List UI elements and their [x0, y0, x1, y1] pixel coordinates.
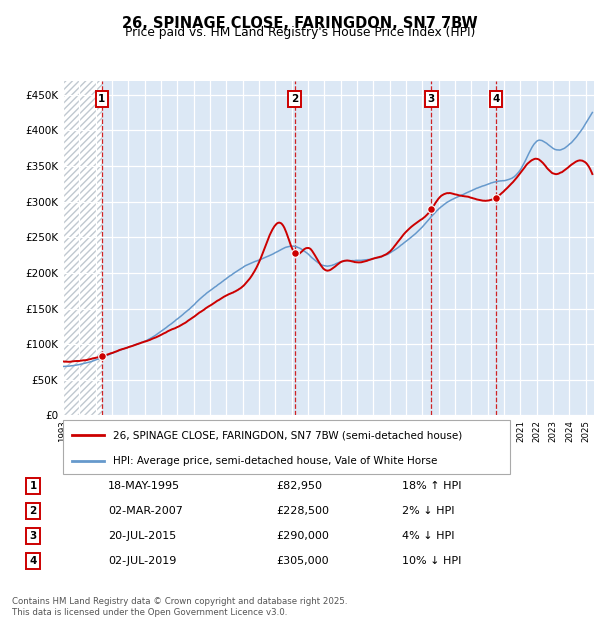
Text: Contains HM Land Registry data © Crown copyright and database right 2025.
This d: Contains HM Land Registry data © Crown c… — [12, 598, 347, 617]
Text: £82,950: £82,950 — [276, 480, 322, 490]
Text: 26, SPINAGE CLOSE, FARINGDON, SN7 7BW (semi-detached house): 26, SPINAGE CLOSE, FARINGDON, SN7 7BW (s… — [113, 430, 462, 440]
Text: £228,500: £228,500 — [276, 506, 329, 516]
Text: 02-MAR-2007: 02-MAR-2007 — [108, 506, 183, 516]
Text: 4: 4 — [492, 94, 500, 104]
Text: 4: 4 — [29, 556, 37, 565]
Text: 20-JUL-2015: 20-JUL-2015 — [108, 531, 176, 541]
Text: HPI: Average price, semi-detached house, Vale of White Horse: HPI: Average price, semi-detached house,… — [113, 456, 437, 466]
Text: 1: 1 — [29, 480, 37, 490]
Text: 3: 3 — [428, 94, 435, 104]
Text: £290,000: £290,000 — [276, 531, 329, 541]
Text: 02-JUL-2019: 02-JUL-2019 — [108, 556, 176, 565]
Text: 26, SPINAGE CLOSE, FARINGDON, SN7 7BW: 26, SPINAGE CLOSE, FARINGDON, SN7 7BW — [122, 16, 478, 30]
Text: 2: 2 — [29, 506, 37, 516]
Text: Price paid vs. HM Land Registry's House Price Index (HPI): Price paid vs. HM Land Registry's House … — [125, 26, 475, 39]
Bar — [63, 81, 102, 415]
Text: 18% ↑ HPI: 18% ↑ HPI — [402, 480, 461, 490]
Text: £305,000: £305,000 — [276, 556, 329, 565]
Text: 10% ↓ HPI: 10% ↓ HPI — [402, 556, 461, 565]
Text: 2: 2 — [291, 94, 298, 104]
Bar — [63, 81, 102, 415]
FancyBboxPatch shape — [63, 420, 510, 474]
Text: 3: 3 — [29, 531, 37, 541]
Text: 2% ↓ HPI: 2% ↓ HPI — [402, 506, 455, 516]
Text: 18-MAY-1995: 18-MAY-1995 — [108, 480, 180, 490]
Text: 1: 1 — [98, 94, 106, 104]
Text: 4% ↓ HPI: 4% ↓ HPI — [402, 531, 455, 541]
